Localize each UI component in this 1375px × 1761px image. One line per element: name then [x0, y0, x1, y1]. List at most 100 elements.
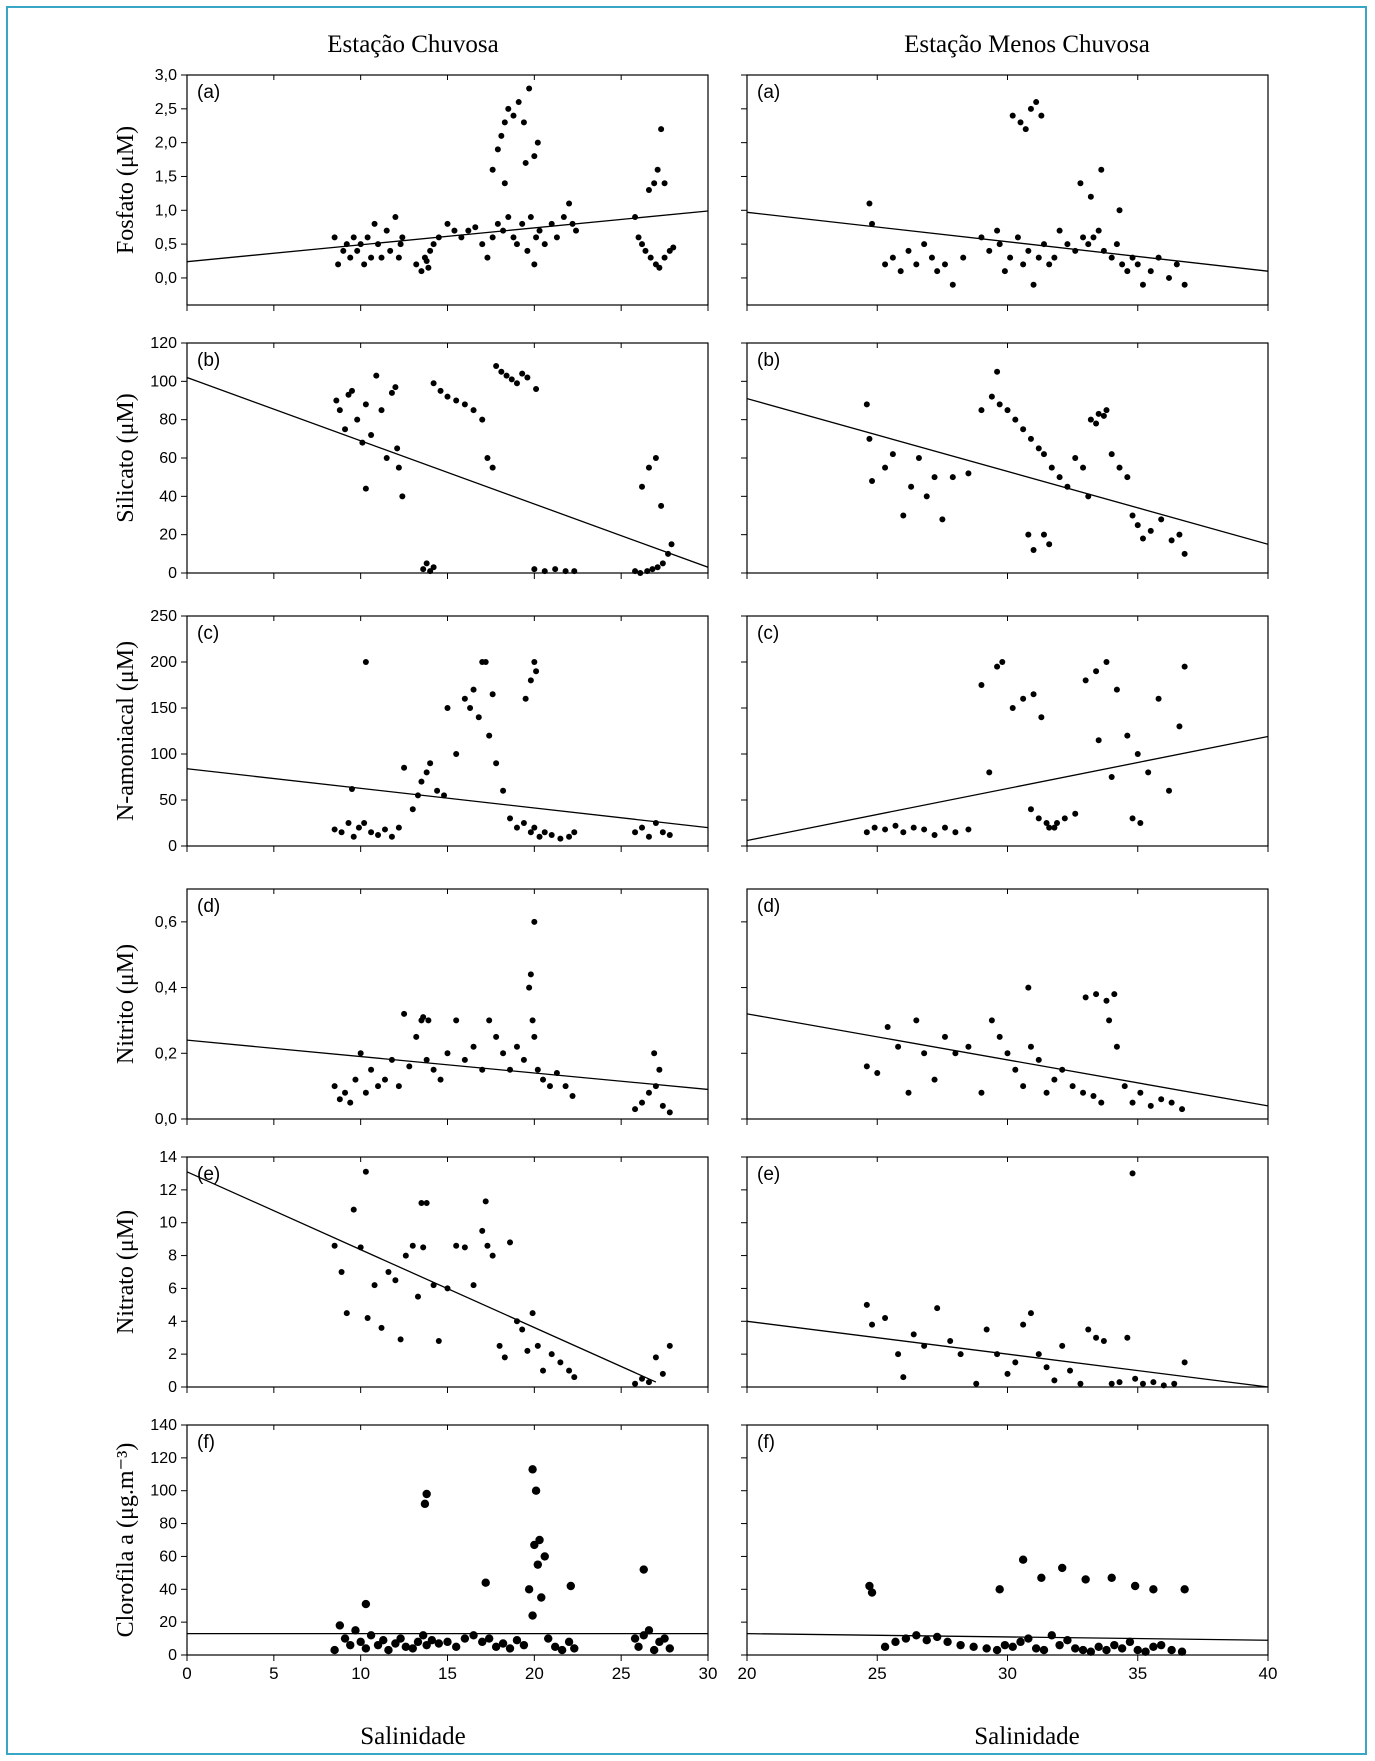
data-point	[1098, 1099, 1105, 1106]
data-point	[356, 1637, 365, 1647]
data-point	[949, 474, 956, 481]
y-tick-label: 80	[159, 1516, 177, 1533]
data-point	[378, 254, 385, 261]
panel-L3: 0,0 0,2 0,4 0,6 (d) Nitrito (μM)	[113, 888, 709, 1128]
data-point	[571, 829, 578, 836]
data-point	[371, 220, 378, 227]
x-tick-label: 10	[351, 1664, 370, 1683]
data-point	[922, 1636, 931, 1645]
y-axis-label: Silicato (μM)	[113, 393, 139, 523]
data-point	[642, 247, 649, 254]
data-point	[482, 659, 489, 665]
data-point	[952, 1050, 959, 1057]
data-point	[1093, 991, 1100, 998]
data-point	[384, 1645, 393, 1655]
data-point	[484, 1242, 491, 1249]
data-point	[632, 214, 639, 221]
data-point	[531, 1486, 541, 1495]
data-point	[500, 1050, 507, 1057]
panel-R2: (c)	[741, 615, 1269, 852]
data-point	[639, 483, 646, 490]
panel-R4: (e)	[741, 1156, 1269, 1393]
y-tick-label: 0	[168, 838, 177, 855]
data-point	[494, 220, 501, 227]
data-point	[1080, 1089, 1087, 1096]
data-point	[399, 493, 406, 500]
y-tick-label: 60	[159, 450, 177, 467]
y-tick-label: 100	[150, 1483, 177, 1500]
data-point	[1080, 464, 1087, 471]
data-point	[519, 1326, 526, 1333]
data-point	[865, 1581, 874, 1591]
y-tick-label: 0	[168, 1379, 177, 1396]
data-point	[350, 1206, 357, 1213]
panel-label: (c)	[757, 623, 779, 644]
trend-line	[747, 1013, 1268, 1107]
data-point	[498, 368, 505, 375]
data-point	[444, 705, 451, 711]
data-point	[395, 1083, 402, 1090]
data-point	[910, 1331, 917, 1338]
header-left: Estação Chuvosa	[327, 31, 498, 58]
data-point	[965, 1043, 972, 1050]
data-point	[397, 241, 404, 248]
data-point	[453, 1017, 460, 1024]
data-point	[364, 1315, 371, 1321]
plot-border	[746, 1424, 1269, 1656]
data-point	[1150, 1379, 1157, 1386]
data-point	[882, 826, 889, 833]
data-point	[470, 1282, 477, 1289]
data-point	[519, 1640, 529, 1650]
data-point	[1103, 407, 1110, 414]
y-axis-label: Nitrito (μM)	[113, 944, 139, 1064]
data-point	[489, 166, 496, 173]
data-point	[1085, 241, 1092, 248]
x-tick-label: 35	[1128, 1664, 1147, 1683]
data-point	[1130, 1581, 1140, 1591]
data-point	[1027, 1043, 1034, 1050]
data-point	[1181, 281, 1188, 288]
data-point	[430, 1066, 437, 1073]
data-point	[986, 247, 993, 254]
y-tick-label: 0,6	[155, 914, 177, 931]
data-point	[941, 261, 948, 268]
data-point	[941, 1033, 948, 1040]
data-point	[1171, 1380, 1178, 1387]
data-point	[362, 1089, 369, 1096]
data-point	[651, 180, 658, 187]
panel-L0: 0,0 0,5 1,0 1,5 2,0 2,5 3,0 (a) Fosfato (μM)	[113, 67, 709, 311]
y-tick-label: 10	[159, 1215, 177, 1232]
data-point	[496, 1342, 503, 1349]
data-point	[519, 220, 526, 227]
data-point	[1020, 1083, 1027, 1090]
data-point	[470, 407, 477, 414]
data-point	[413, 261, 420, 268]
data-point	[656, 264, 663, 271]
data-point	[996, 401, 1003, 408]
data-point	[553, 1070, 560, 1076]
data-point	[451, 1642, 461, 1651]
data-point	[1055, 1640, 1064, 1650]
data-point	[957, 1351, 964, 1358]
data-point	[1158, 516, 1165, 523]
data-point	[983, 1326, 990, 1333]
data-point	[479, 1227, 486, 1234]
data-point	[921, 826, 928, 833]
data-point	[1124, 732, 1131, 739]
data-point	[921, 241, 928, 248]
data-point	[1059, 1066, 1066, 1073]
data-point	[994, 663, 1001, 670]
data-point	[557, 1359, 564, 1366]
data-point	[451, 227, 458, 234]
data-point	[361, 261, 368, 268]
data-point	[366, 1631, 376, 1640]
data-point	[351, 1626, 360, 1635]
data-point	[649, 566, 656, 573]
data-point	[493, 363, 500, 369]
data-point	[1147, 268, 1154, 275]
data-point	[666, 1109, 673, 1116]
data-point	[338, 829, 345, 836]
data-point	[373, 1640, 383, 1650]
data-point	[500, 227, 507, 234]
data-point	[1059, 1342, 1066, 1349]
